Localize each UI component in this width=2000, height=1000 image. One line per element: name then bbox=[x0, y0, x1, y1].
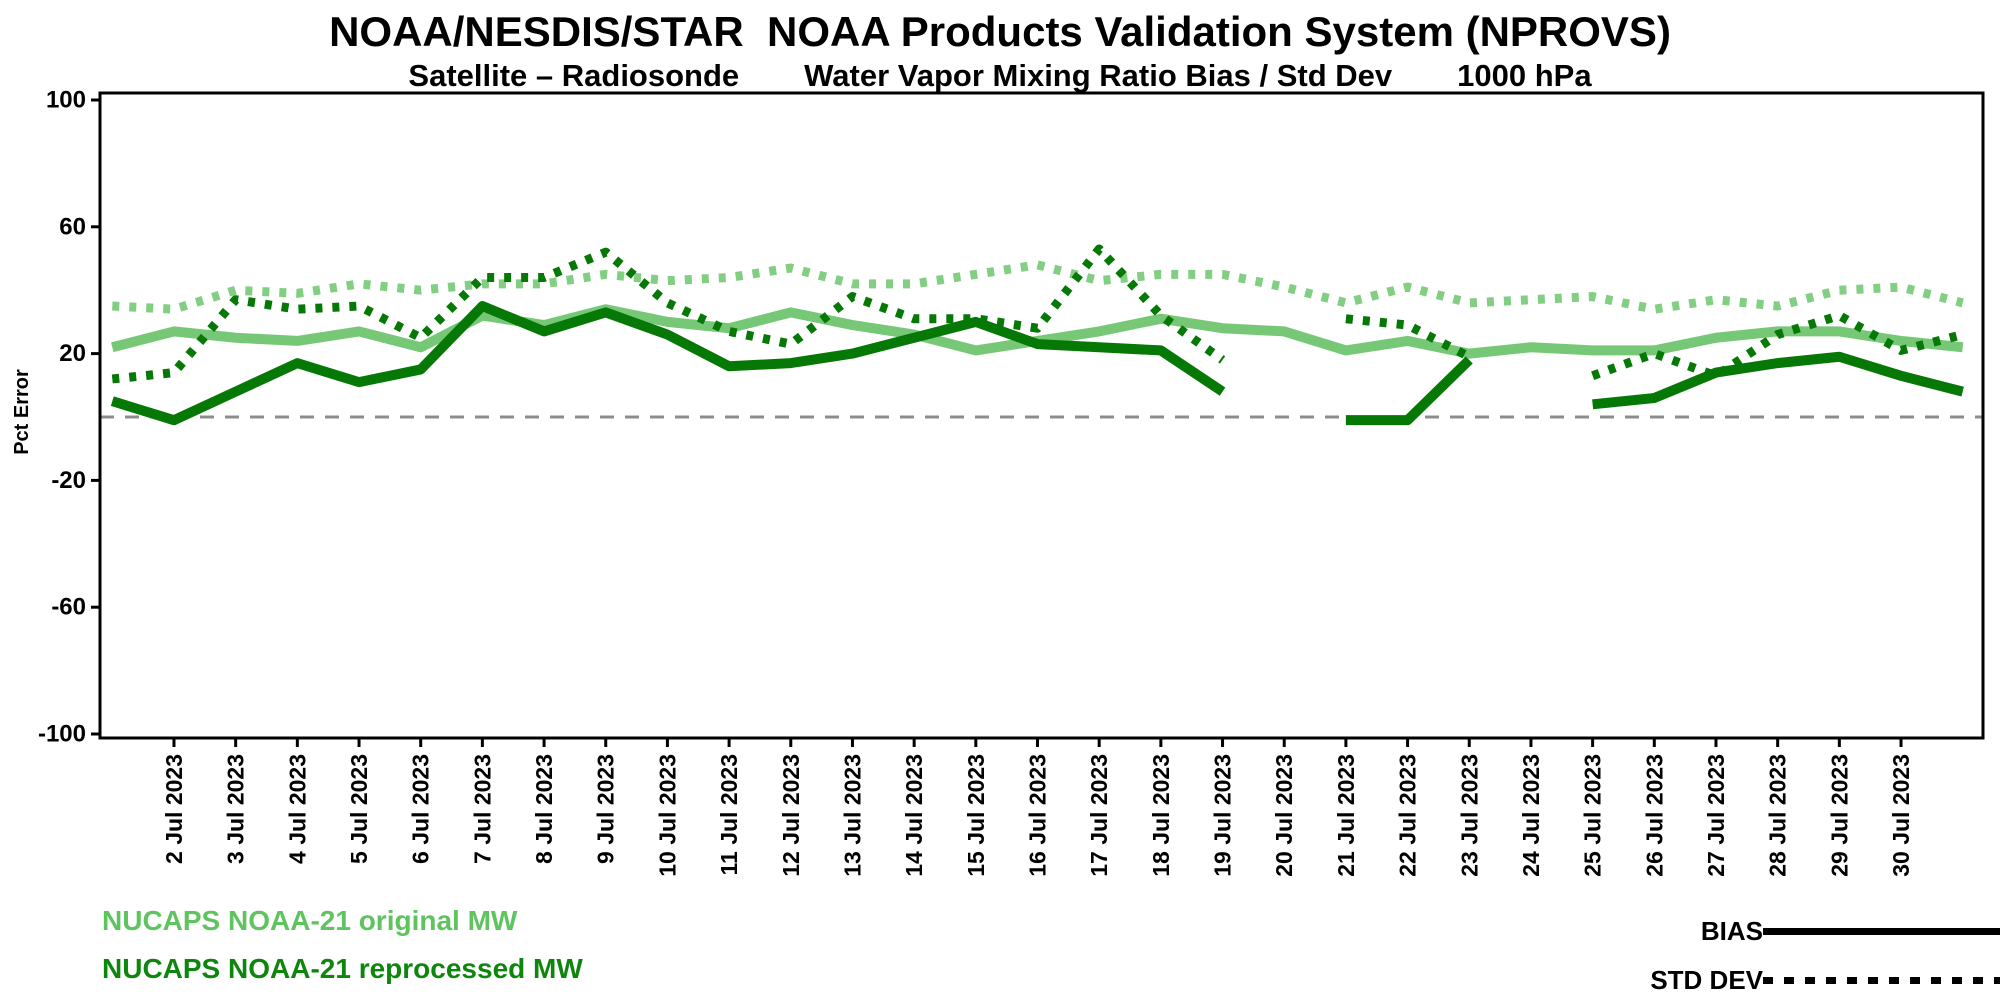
plot-frame bbox=[98, 91, 1985, 740]
series-line-2 bbox=[1592, 351, 1964, 410]
series-line-1 bbox=[112, 260, 1964, 314]
subtitle-parameter: Water Vapor Mixing Ratio Bias / Std Dev bbox=[804, 58, 1393, 93]
series-line-2 bbox=[110, 301, 1226, 426]
x-tick-label: 8 Jul 2023 bbox=[531, 754, 557, 864]
legend-row-stddev: STD DEV bbox=[1650, 965, 2000, 996]
series-legend: NUCAPS NOAA-21 original MW NUCAPS NOAA-2… bbox=[102, 905, 583, 985]
series-line-3 bbox=[1591, 311, 1964, 381]
series-line-3 bbox=[1345, 314, 1472, 361]
x-tick-label: 21 Jul 2023 bbox=[1333, 754, 1359, 877]
x-tick-label: 26 Jul 2023 bbox=[1641, 754, 1667, 877]
line-style-legend: BIAS STD DEV bbox=[1650, 916, 2000, 996]
subtitle-comparison: Satellite – Radiosonde bbox=[408, 58, 740, 93]
x-tick-label: 12 Jul 2023 bbox=[778, 754, 804, 877]
chart-subtitle: Satellite – Radiosonde Water Vapor Mixin… bbox=[0, 58, 2000, 94]
subtitle-pressure-level: 1000 hPa bbox=[1457, 58, 1592, 93]
x-tick-label: 18 Jul 2023 bbox=[1148, 754, 1174, 877]
x-tick-label: 15 Jul 2023 bbox=[963, 754, 989, 877]
x-tick-label: 23 Jul 2023 bbox=[1456, 754, 1482, 877]
x-tick-label: 27 Jul 2023 bbox=[1703, 754, 1729, 877]
series-line-3 bbox=[111, 244, 1226, 384]
x-tick-label: 24 Jul 2023 bbox=[1518, 754, 1544, 877]
page-title: NOAA/NESDIS/STAR NOAA Products Validatio… bbox=[329, 8, 1671, 55]
y-tick-label: 20 bbox=[59, 340, 86, 367]
y-tick-label: -20 bbox=[51, 467, 86, 494]
x-tick-label: 17 Jul 2023 bbox=[1086, 754, 1112, 877]
x-tick-label: 3 Jul 2023 bbox=[223, 754, 249, 864]
solid-line-swatch bbox=[1763, 928, 2000, 935]
x-tick-label: 20 Jul 2023 bbox=[1271, 754, 1297, 877]
x-tick-label: 6 Jul 2023 bbox=[408, 754, 434, 864]
x-tick-label: 16 Jul 2023 bbox=[1025, 754, 1051, 877]
x-tick-label: 25 Jul 2023 bbox=[1580, 754, 1606, 877]
x-tick-label: 10 Jul 2023 bbox=[654, 754, 680, 877]
y-tick-label: 60 bbox=[59, 213, 86, 240]
x-tick-label: 29 Jul 2023 bbox=[1826, 754, 1852, 877]
x-tick-label: 13 Jul 2023 bbox=[839, 754, 865, 877]
bias-label: BIAS bbox=[1700, 916, 1763, 946]
y-tick-label: -100 bbox=[38, 721, 86, 748]
y-axis-label: Pct Error bbox=[11, 369, 33, 455]
x-tick-label: 5 Jul 2023 bbox=[346, 754, 372, 864]
x-tick-label: 4 Jul 2023 bbox=[284, 754, 310, 864]
series-line-2 bbox=[1345, 356, 1473, 426]
legend-row-bias: BIAS bbox=[1650, 916, 2000, 947]
x-tick-label: 2 Jul 2023 bbox=[161, 754, 187, 864]
x-tick-label: 30 Jul 2023 bbox=[1888, 754, 1914, 877]
x-tick-label: 11 Jul 2023 bbox=[716, 754, 742, 876]
y-tick-label: -60 bbox=[51, 594, 86, 621]
x-tick-label: 9 Jul 2023 bbox=[593, 754, 619, 864]
legend-item-original: NUCAPS NOAA-21 original MW bbox=[102, 905, 518, 936]
x-tick-label: 14 Jul 2023 bbox=[901, 754, 927, 877]
dotted-line-swatch bbox=[1763, 977, 2000, 984]
y-tick-label: 100 bbox=[46, 87, 86, 114]
x-tick-label: 7 Jul 2023 bbox=[469, 754, 495, 864]
x-tick-label: 19 Jul 2023 bbox=[1210, 754, 1236, 877]
legend-item-reprocessed: NUCAPS NOAA-21 reprocessed MW bbox=[102, 953, 583, 984]
stddev-label: STD DEV bbox=[1650, 965, 1763, 995]
x-tick-label: 22 Jul 2023 bbox=[1395, 754, 1421, 877]
x-tick-label: 28 Jul 2023 bbox=[1765, 754, 1791, 877]
